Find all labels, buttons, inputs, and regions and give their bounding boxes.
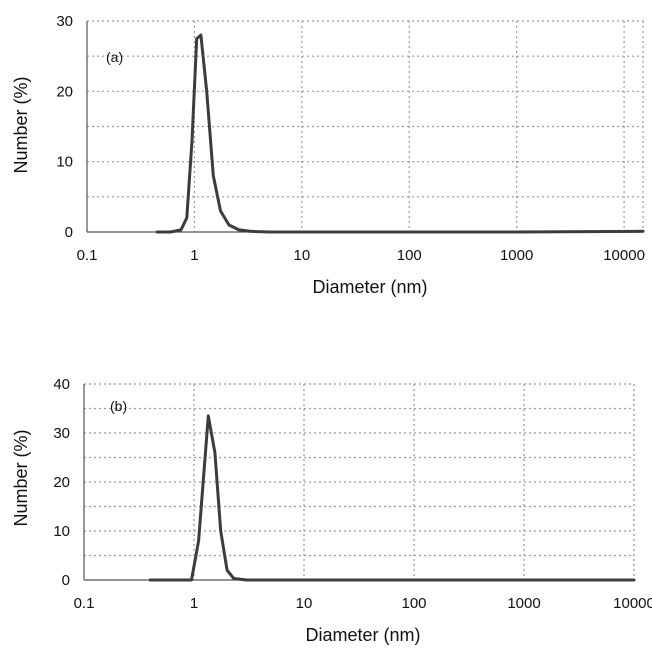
y-tick-label: 30 — [53, 425, 70, 442]
gridlines-b — [84, 383, 635, 580]
y-tick-label: 0 — [62, 572, 70, 589]
x-tick-label: 0.1 — [77, 247, 98, 264]
y-tick-label: 20 — [53, 474, 70, 491]
y-tick-label: 10 — [53, 523, 70, 540]
x-tick-labels-a: 0.1 1 10 100 1000 10000 — [77, 247, 645, 264]
panel-label-a: (a) — [106, 49, 123, 65]
x-tick-label: 100 — [397, 247, 422, 264]
chart-panel-b: 0.1 1 10 100 1000 10000 0 10 20 30 40 (b) Diamete… — [11, 376, 652, 645]
y-tick-label: 30 — [56, 13, 73, 30]
x-tick-label: 1 — [190, 595, 198, 612]
y-tick-label: 0 — [65, 224, 73, 241]
y-axis-title-a: Number (%) — [11, 76, 31, 173]
panel-label-b: (b) — [110, 398, 127, 414]
x-axis-title-b: Diameter (nm) — [305, 625, 420, 645]
y-axis-title-b: Number (%) — [11, 429, 31, 526]
y-tick-labels-b: 0 10 20 30 40 — [53, 376, 70, 589]
x-tick-label: 10 — [296, 595, 313, 612]
x-tick-label: 10 — [293, 247, 310, 264]
x-tick-label: 1 — [190, 247, 198, 264]
axes-a — [86, 21, 643, 233]
y-tick-labels-a: 0 10 20 30 — [56, 13, 73, 241]
x-tick-label: 10000 — [613, 595, 652, 612]
x-tick-label: 100 — [401, 595, 426, 612]
x-tick-label: 1000 — [507, 595, 540, 612]
y-tick-label: 20 — [56, 83, 73, 100]
y-tick-label: 40 — [53, 376, 70, 393]
series-line-a — [155, 33, 645, 234]
x-tick-label: 10000 — [603, 247, 645, 264]
chart-panel-a: 0.1 1 10 100 1000 10000 0 10 20 30 (a) Diameter … — [11, 13, 645, 297]
x-tick-label: 0.1 — [74, 595, 95, 612]
x-tick-label: 1000 — [500, 247, 533, 264]
y-tick-label: 10 — [56, 154, 73, 171]
gridlines-a — [87, 20, 644, 232]
series-line-b — [148, 414, 636, 582]
x-axis-title-a: Diameter (nm) — [312, 277, 427, 297]
x-tick-labels-b: 0.1 1 10 100 1000 10000 — [74, 595, 652, 612]
